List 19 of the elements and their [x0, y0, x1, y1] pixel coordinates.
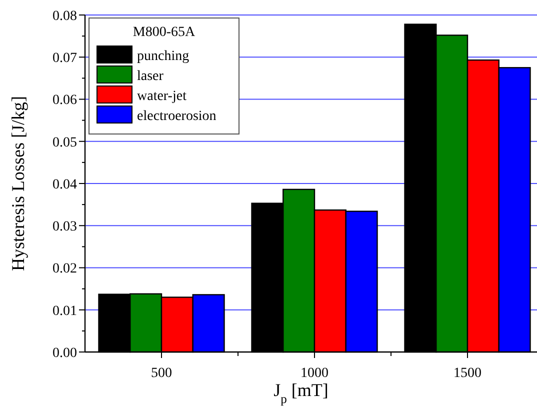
legend-label: laser [137, 68, 164, 84]
y-tick-label: 0.03 [52, 220, 77, 235]
legend-label: punching [137, 48, 190, 64]
x-tick-label: 1500 [454, 366, 482, 381]
x-tick-label: 500 [151, 366, 172, 381]
y-tick-label: 0.06 [52, 93, 77, 108]
legend-title: M800-65A [132, 25, 196, 40]
y-tick-label: 0.01 [52, 304, 77, 319]
legend-label: electroerosion [137, 108, 216, 124]
y-axis-title: Hysteresis Losses [J/kg] [8, 96, 28, 271]
y-tick-label: 0.07 [52, 51, 77, 66]
y-tick-label: 0.08 [52, 8, 77, 24]
x-axis-title: J$_{p}$ [mT] [274, 380, 328, 406]
y-tick-label: 0.05 [52, 135, 77, 150]
y-tick-label: 0.02 [52, 262, 77, 277]
x-tick-label: 1000 [300, 366, 328, 381]
legend-label: water-jet [137, 88, 187, 104]
y-tick-label: 0.04 [52, 177, 77, 192]
y-tick-label: 0.00 [52, 346, 77, 361]
